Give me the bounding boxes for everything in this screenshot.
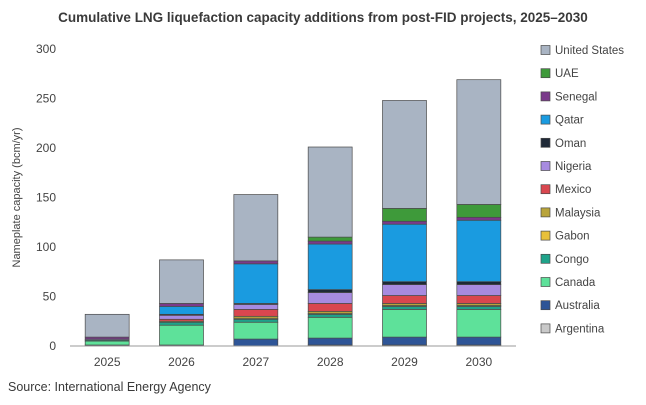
bar-segment-senegal-2030 <box>456 216 502 221</box>
bar-segment-nigeria-2029 <box>382 284 427 296</box>
bar-segment-oman-2028 <box>307 289 353 293</box>
bar-segment-uae-2029 <box>382 208 427 222</box>
legend-swatch-congo <box>540 253 551 264</box>
legend: United States UAE Senegal Qatar Oman Nigeria M… <box>540 45 624 335</box>
bar-segment-uae-2028 <box>307 236 353 242</box>
bar-segment-congo-2026 <box>159 321 204 326</box>
bars <box>84 79 502 347</box>
bar-segment-qatar-2028 <box>307 243 353 290</box>
legend-label-mexico: Mexico <box>555 184 591 196</box>
bar-segment-canada-2026 <box>159 324 204 346</box>
bar-segment-congo-2030 <box>456 306 502 310</box>
legend-swatch-australia <box>540 300 551 311</box>
x-tick-label: 2030 <box>465 355 492 369</box>
legend-label-gabon: Gabon <box>555 231 590 243</box>
legend-label-congo: Congo <box>555 254 589 266</box>
y-tick-label: 200 <box>36 141 56 155</box>
bar-segment-nigeria-2027 <box>233 304 279 310</box>
bar-segment-oman-2029 <box>382 281 427 285</box>
legend-swatch-mexico <box>540 184 551 195</box>
legend-label-nigeria: Nigeria <box>555 161 592 173</box>
bar-segment-oman-2030 <box>456 281 502 285</box>
x-tick-label: 2025 <box>94 355 121 369</box>
chart-title: Cumulative LNG liquefaction capacity add… <box>58 10 588 25</box>
bar-segment-mexico-2030 <box>456 295 502 304</box>
source-note: Source: International Energy Agency <box>8 380 211 394</box>
bar-segment-uae-2030 <box>456 204 502 218</box>
y-tick-label: 100 <box>36 240 56 254</box>
x-tick-label: 2028 <box>317 355 344 369</box>
bar-segment-senegal-2029 <box>382 220 427 225</box>
bar-segment-mexico-2029 <box>382 295 427 304</box>
legend-swatch-malaysia <box>540 207 551 218</box>
y-axis-label-group: Nameplate capacity (bcm/yr) <box>11 128 23 268</box>
legend-label-australia: Australia <box>555 300 600 312</box>
y-axis-ticks: 0 50 100 150 200 250 300 <box>36 42 56 353</box>
bar-segment-canada-2028 <box>307 316 353 339</box>
legend-swatch-nigeria <box>540 161 551 171</box>
legend-label-canada: Canada <box>555 277 596 289</box>
bar-segment-united-states-2026 <box>159 259 204 304</box>
y-tick-label: 250 <box>36 92 56 106</box>
legend-swatch-qatar <box>540 114 551 125</box>
legend-swatch-uae <box>540 68 551 79</box>
legend-label-uae: UAE <box>555 68 579 80</box>
y-tick-label: 150 <box>36 191 56 205</box>
bar-segment-congo-2027 <box>233 318 279 323</box>
legend-swatch-gabon <box>540 230 551 241</box>
y-tick-label: 0 <box>49 339 56 353</box>
bar-segment-united-states-2027 <box>233 194 279 262</box>
bar-segment-senegal-2028 <box>307 240 353 245</box>
bar-segment-canada-2027 <box>233 321 279 340</box>
bar-segment-canada-2030 <box>456 309 502 338</box>
y-axis-label: Nameplate capacity (bcm/yr) <box>11 128 23 268</box>
bar-segment-australia-2029 <box>382 336 427 346</box>
legend-swatch-argentina <box>540 323 551 334</box>
bar-segment-australia-2027 <box>233 338 279 347</box>
bar-segment-qatar-2029 <box>382 223 427 282</box>
bar-segment-mexico-2027 <box>233 309 279 317</box>
bar-segment-united-states-2030 <box>456 79 502 205</box>
legend-label-malaysia: Malaysia <box>555 207 601 219</box>
x-tick-label: 2027 <box>242 355 269 369</box>
bar-segment-united-states-2029 <box>382 100 427 209</box>
bar-segment-congo-2029 <box>382 306 427 310</box>
bar-segment-nigeria-2030 <box>456 284 502 296</box>
bar-segment-qatar-2030 <box>456 219 502 283</box>
legend-swatch-canada <box>540 277 551 287</box>
legend-swatch-senegal <box>540 91 551 102</box>
bar-segment-australia-2028 <box>307 337 353 346</box>
legend-label-oman: Oman <box>555 138 586 150</box>
bar-segment-canada-2025 <box>84 340 130 346</box>
x-tick-label: 2026 <box>168 355 195 369</box>
bar-segment-senegal-2027 <box>233 260 279 265</box>
bar-segment-australia-2030 <box>456 336 502 346</box>
bar-segment-mexico-2028 <box>307 303 353 312</box>
bar-segment-nigeria-2028 <box>307 292 353 304</box>
x-axis-ticks: 2025 2026 2027 2028 2029 2030 <box>94 355 493 369</box>
bar-segment-united-states-2025 <box>84 313 130 338</box>
legend-swatch-united-states <box>540 45 551 55</box>
bar-segment-united-states-2028 <box>307 146 353 238</box>
x-tick-label: 2029 <box>391 355 418 369</box>
bar-segment-congo-2028 <box>307 313 353 318</box>
legend-label-qatar: Qatar <box>555 115 584 127</box>
legend-label-argentina: Argentina <box>555 323 605 335</box>
bar-segment-nigeria-2026 <box>159 314 204 320</box>
legend-label-senegal: Senegal <box>555 91 597 103</box>
bar-segment-canada-2029 <box>382 309 427 338</box>
y-tick-label: 300 <box>36 42 56 56</box>
bar-segment-senegal-2026 <box>159 303 204 307</box>
bar-segment-qatar-2027 <box>233 263 279 304</box>
legend-label-united-states: United States <box>555 45 624 57</box>
legend-swatch-oman <box>540 137 551 148</box>
bar-segment-qatar-2026 <box>159 306 204 315</box>
y-tick-label: 50 <box>43 290 57 304</box>
